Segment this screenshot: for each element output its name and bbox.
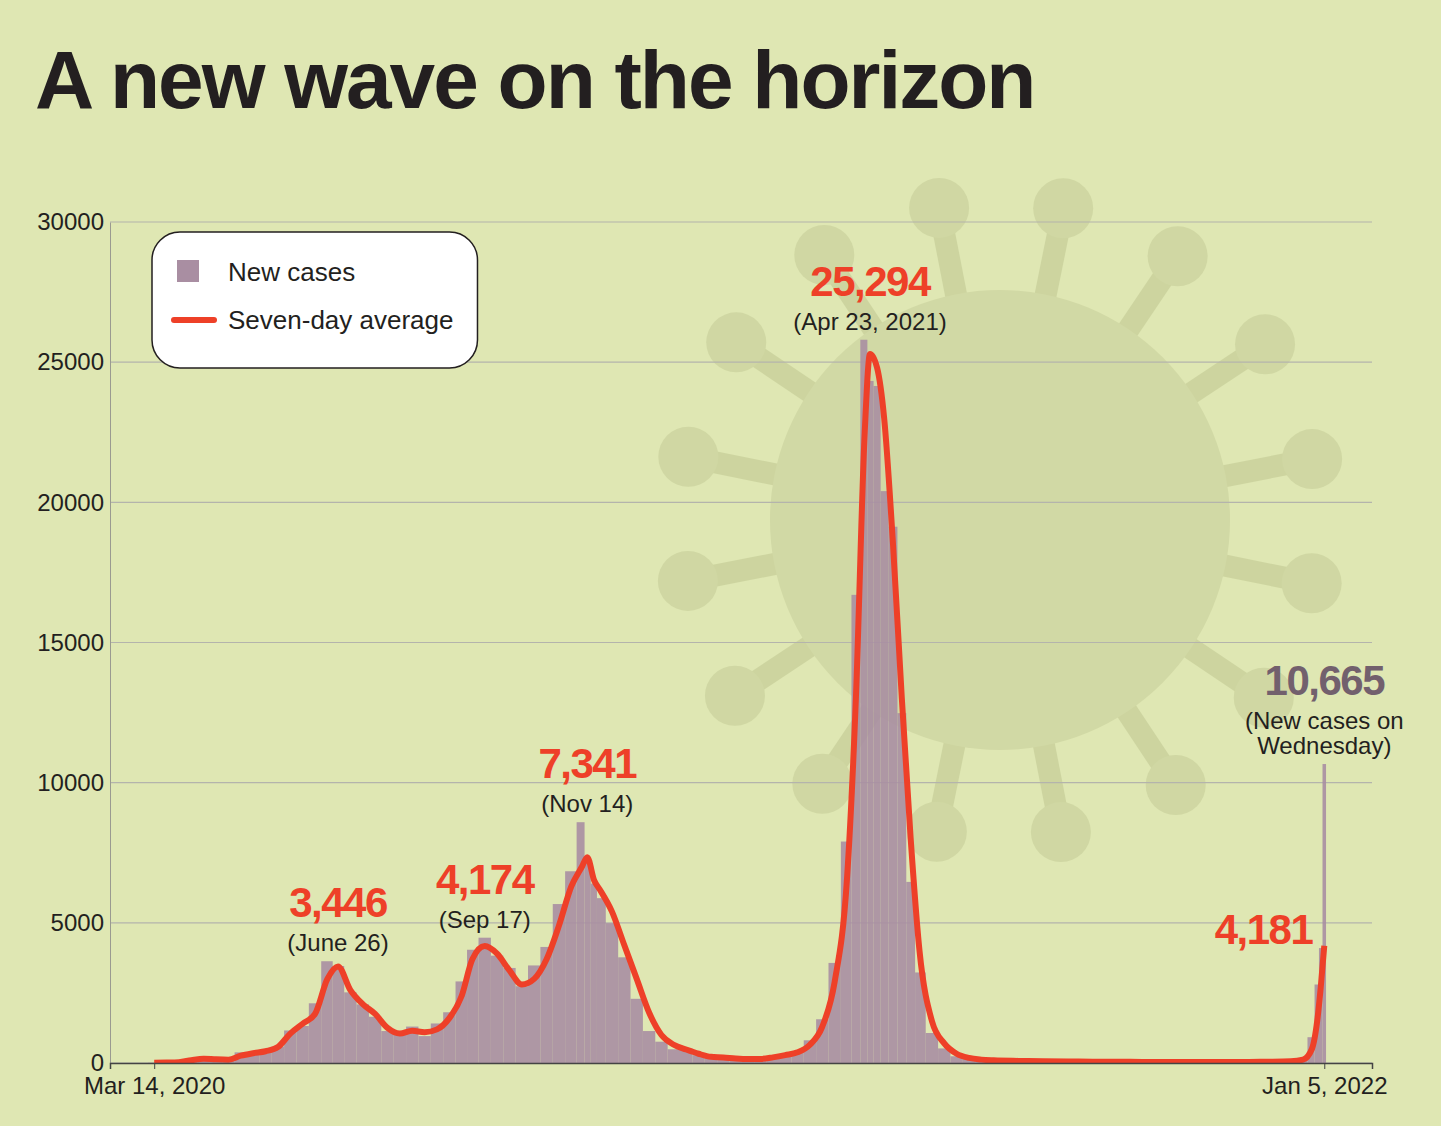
annotation-label: 4,174	[436, 856, 536, 903]
x-axis: Mar 14, 2020 Jan 5, 2022	[84, 1063, 1388, 1099]
virus-spike-head	[909, 178, 969, 238]
y-tick: 10000	[37, 769, 110, 796]
annotation-note-line: (June 26)	[287, 929, 388, 956]
virus-spike-head	[1282, 553, 1342, 613]
annotation-label: 7,341	[538, 740, 637, 787]
bar	[606, 923, 618, 1063]
virus-spike-head	[706, 312, 766, 372]
y-tick: 25000	[37, 348, 110, 375]
x-tick-label: Mar 14, 2020	[84, 1072, 225, 1099]
legend-label: New cases	[228, 257, 355, 287]
bar	[479, 938, 491, 1063]
bar	[631, 999, 643, 1063]
grid-line	[110, 221, 1372, 222]
bar	[394, 1032, 406, 1063]
virus-illustration	[658, 178, 1342, 862]
y-tick-label: 15000	[37, 629, 104, 656]
y-tick: 5000	[51, 909, 110, 936]
bar	[585, 857, 591, 1063]
legend: New cases Seven-day average	[152, 232, 477, 368]
bar	[867, 381, 873, 1063]
y-tick: 20000	[37, 489, 110, 516]
annotations: 3,446 (June 26) 4,174 (Sep 17) 7,341 (Nov 14)…	[287, 258, 1403, 956]
virus-spike-head	[1282, 429, 1342, 489]
grid-line	[110, 502, 1372, 503]
virus-spike-head	[1235, 314, 1295, 374]
y-tick-label: 5000	[51, 909, 104, 936]
bar	[503, 968, 515, 1063]
bar	[597, 898, 606, 1063]
virus-spike-head	[658, 551, 718, 611]
virus-spike-head	[705, 666, 765, 726]
grid-line	[110, 782, 1372, 783]
annotation-label: 10,665	[1265, 657, 1386, 704]
x-tick: Jan 5, 2022	[1262, 1063, 1387, 1099]
virus-spike-head	[907, 802, 967, 862]
y-axis: 050001000015000200002500030000	[37, 208, 110, 1076]
annotation-note: (June 26)	[287, 929, 388, 956]
virus-spike-head	[1146, 755, 1206, 815]
bar	[874, 386, 881, 1063]
virus-spike-head	[658, 427, 718, 487]
annotation-note-line: (Apr 23, 2021)	[793, 308, 946, 335]
annotation-note-line: (New cases on	[1245, 707, 1404, 734]
background	[0, 0, 1441, 1126]
bar	[357, 1004, 369, 1063]
bar	[296, 1026, 308, 1063]
annotation-label: 4,181	[1215, 906, 1314, 953]
annotation-note: (Sep 17)	[439, 906, 531, 933]
virus-spike-head	[792, 754, 852, 814]
y-tick-label: 10000	[37, 769, 104, 796]
annotation-note: (New cases onWednesday)	[1245, 707, 1404, 759]
annotation-note-line: (Nov 14)	[541, 790, 633, 817]
y-tick-label: 25000	[37, 348, 104, 375]
bar	[618, 957, 630, 1063]
x-axis-line	[111, 1064, 1373, 1070]
x-tick: Mar 14, 2020	[84, 1063, 225, 1099]
virus-spike-head	[1033, 178, 1093, 238]
bar	[333, 966, 344, 1063]
bar	[591, 884, 597, 1063]
legend-label: Seven-day average	[228, 305, 453, 335]
legend-box	[152, 232, 477, 368]
grid	[110, 222, 1372, 1063]
bar	[655, 1042, 667, 1063]
bar	[643, 1031, 655, 1063]
chart: A new wave on the horizon050001000015000…	[0, 0, 1441, 1126]
x-tick-label: Jan 5, 2022	[1262, 1072, 1387, 1099]
y-axis-line	[110, 223, 111, 1064]
bar	[344, 992, 356, 1063]
line	[154, 354, 1324, 1063]
grid-line	[110, 642, 1372, 643]
bar	[491, 956, 503, 1063]
annotation-label: 25,294	[810, 258, 932, 305]
virus-body	[770, 290, 1230, 750]
virus-spike-head	[1031, 802, 1091, 862]
legend-swatch	[177, 260, 199, 282]
bar	[516, 986, 528, 1063]
bars	[148, 340, 1326, 1063]
bar	[881, 491, 889, 1063]
title: A new wave on the horizon	[35, 34, 1034, 125]
annotation-note: (Apr 23, 2021)	[793, 308, 946, 335]
annotation-note-line: (Sep 17)	[439, 906, 531, 933]
bar	[381, 1031, 393, 1063]
plot-area	[148, 340, 1326, 1063]
y-tick-label: 20000	[37, 489, 104, 516]
y-tick: 15000	[37, 629, 110, 656]
annotation-note-line: Wednesday)	[1257, 732, 1391, 759]
virus-spike-head	[1148, 226, 1208, 286]
y-tick: 30000	[37, 208, 110, 235]
annotation-note: (Nov 14)	[541, 790, 633, 817]
bar	[1323, 764, 1327, 1063]
bar	[668, 1049, 680, 1063]
bar	[418, 1036, 430, 1063]
x-tick-mark	[1324, 1063, 1325, 1069]
y-tick-label: 30000	[37, 208, 104, 235]
annotation-label: 3,446	[289, 879, 387, 926]
x-tick-mark	[154, 1063, 155, 1069]
legend-swatch	[174, 317, 214, 323]
